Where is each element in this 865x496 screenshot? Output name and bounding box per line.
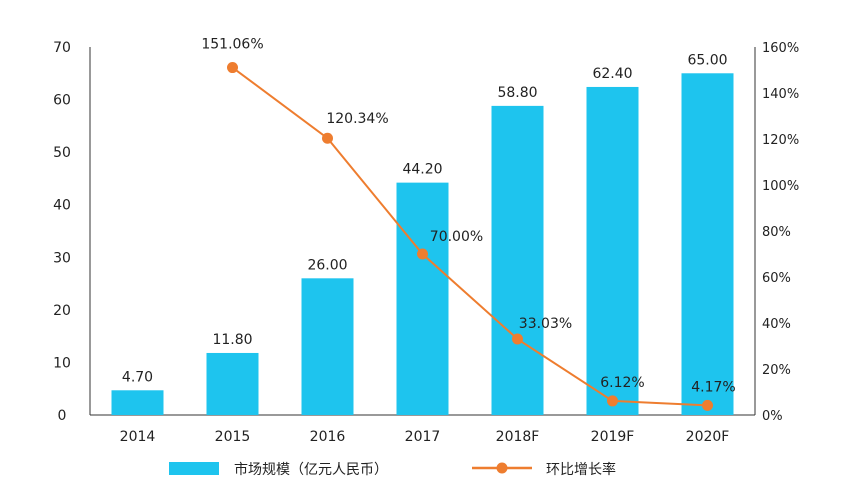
legend-line-marker — [496, 462, 508, 474]
bar-data-label: 65.00 — [687, 52, 727, 68]
line-point — [417, 248, 428, 260]
bar-data-label: 58.80 — [497, 85, 537, 101]
legend: 市场规模（亿元人民币） 环比增长率 — [169, 461, 616, 478]
left-tick-label: 50 — [53, 145, 71, 161]
line-point — [702, 399, 713, 411]
bar-data-label: 44.20 — [402, 162, 442, 178]
x-tick-label: 2017 — [405, 429, 441, 445]
x-tick-label: 2015 — [215, 429, 251, 445]
bar — [681, 73, 734, 416]
line-data-label: 6.12% — [600, 375, 644, 391]
x-tick-label: 2018F — [496, 429, 540, 445]
line-data-label: 33.03% — [519, 316, 572, 332]
right-tick-label: 100% — [762, 179, 799, 194]
left-tick-label: 10 — [53, 355, 71, 371]
line-data-label: 151.06% — [201, 37, 263, 53]
bar — [111, 390, 164, 415]
line-data-labels: 151.06% 120.34% 70.00% 33.03% 6.12% 4.17% — [201, 37, 735, 396]
line-point — [322, 132, 333, 144]
right-tick-label: 160% — [762, 41, 799, 56]
x-tick-label: 2016 — [310, 429, 346, 445]
growth-line — [231, 66, 708, 407]
legend-line-label: 环比增长率 — [546, 461, 616, 478]
left-tick-label: 70 — [53, 40, 71, 56]
left-tick-label: 30 — [53, 250, 71, 266]
right-tick-label: 0% — [762, 409, 783, 424]
line-point — [227, 62, 238, 74]
bar-series — [111, 73, 734, 416]
right-tick-label: 120% — [762, 133, 799, 148]
x-tick-label: 2019F — [591, 429, 635, 445]
line-point — [607, 395, 618, 407]
legend-bar-swatch — [169, 462, 219, 475]
line-point — [512, 333, 523, 345]
x-tick-label: 2014 — [120, 429, 156, 445]
bar — [206, 352, 259, 415]
bar — [396, 182, 449, 415]
left-tick-label: 20 — [53, 303, 71, 319]
bar-data-label: 4.70 — [122, 369, 153, 385]
left-tick-label: 40 — [53, 198, 71, 214]
bar-data-label: 62.40 — [592, 66, 632, 82]
line-data-label: 120.34% — [326, 111, 388, 127]
right-tick-label: 140% — [762, 87, 799, 102]
right-tick-label: 60% — [762, 271, 791, 286]
line-data-label: 70.00% — [430, 229, 483, 245]
line-series — [227, 62, 713, 411]
bar — [586, 86, 639, 415]
legend-bar-label: 市场规模（亿元人民币） — [234, 461, 388, 478]
bar-data-labels: 4.70 11.80 26.00 44.20 58.80 62.40 65.00 — [122, 52, 728, 385]
left-tick-label: 0 — [58, 408, 67, 424]
x-tick-label: 2020F — [686, 429, 730, 445]
bar-data-label: 11.80 — [212, 332, 252, 348]
right-tick-label: 80% — [762, 225, 791, 240]
right-tick-label: 20% — [762, 363, 791, 378]
left-tick-label: 60 — [53, 93, 71, 109]
bar-data-label: 26.00 — [307, 257, 347, 273]
bar — [491, 105, 544, 415]
right-tick-label: 40% — [762, 317, 791, 332]
line-data-label: 4.17% — [691, 379, 735, 395]
bar — [301, 278, 354, 415]
axes: 0 10 20 30 40 50 60 70 0% 20% 40% 60% 80% 100% 120% 140… — [53, 40, 799, 445]
